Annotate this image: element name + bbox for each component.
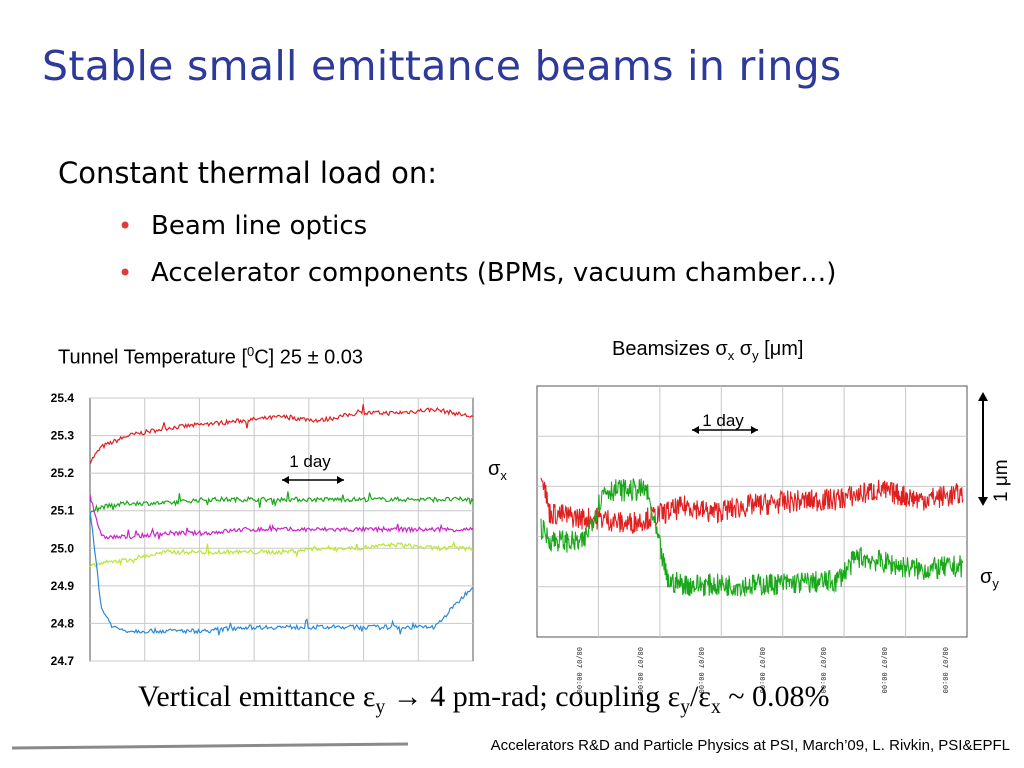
arrow-head-right-icon <box>337 476 344 484</box>
lead-text: Constant thermal load on: <box>58 156 437 190</box>
beamsize-chart: 08/07 00:00 08/07 00:00 08/07 00:00 08/07 0… <box>536 385 1012 693</box>
bullet-text: Beam line optics <box>151 211 368 241</box>
bullet-dot-icon: • <box>118 212 133 240</box>
y-tick-label: 25.1 <box>51 504 75 518</box>
footer-text: Accelerators R&D and Particle Physics at… <box>490 737 1010 754</box>
arrow-head-left-icon <box>282 476 289 484</box>
arrow-head-right-icon <box>751 426 758 434</box>
beamsize-series-line <box>540 478 964 598</box>
scale-label: 1 μm <box>991 459 1012 502</box>
temperature-series-line <box>89 510 474 636</box>
x-tick-label: 08/07 00:00 <box>758 647 766 693</box>
x-tick-label: 08/07 00:00 <box>575 647 583 693</box>
y-tick-label: 24.9 <box>51 579 75 593</box>
slide-title: Stable small emittance beams in rings <box>42 42 842 90</box>
x-tick-label: 08/07 00:00 <box>819 647 827 693</box>
one-day-label: 1 day <box>702 411 744 430</box>
x-tick-label: 08/07 00:00 <box>880 647 888 693</box>
y-tick-label: 25.4 <box>51 391 75 405</box>
y-tick-label: 24.8 <box>51 616 75 630</box>
temperature-series-line <box>89 491 474 515</box>
arrow-head-down-icon <box>978 497 988 506</box>
bullet-text: Accelerator components (BPMs, vacuum cha… <box>151 258 837 288</box>
x-tick-label: 08/07 00:00 <box>697 647 705 693</box>
y-tick-label: 25.0 <box>51 541 75 555</box>
arrow-head-left-icon <box>692 426 699 434</box>
x-tick-label: 08/07 00:00 <box>941 647 949 693</box>
sigma-x-label: σx <box>488 458 507 483</box>
bullet-item: • Accelerator components (BPMs, vacuum ch… <box>118 250 836 297</box>
x-tick-label: 08/07 00:00 <box>636 647 644 693</box>
temperature-series-line <box>89 540 474 569</box>
plot-frame <box>536 385 968 638</box>
bullet-dot-icon: • <box>118 259 133 287</box>
temperature-series-line <box>89 493 474 540</box>
temperature-chart: 25.4 25.3 25.2 25.1 25.0 24.9 24.8 24.7 1 day <box>51 391 474 668</box>
bullet-list: • Beam line optics • Accelerator component… <box>118 203 836 297</box>
beamsize-series-line <box>540 477 964 534</box>
arrow-head-up-icon <box>978 392 988 401</box>
y-tick-label: 25.3 <box>51 429 75 443</box>
bullet-item: • Beam line optics <box>118 203 836 250</box>
beamsize-chart-title: Beamsizes σx σy [μm] <box>612 338 804 363</box>
y-tick-label: 25.2 <box>51 466 75 480</box>
one-day-label: 1 day <box>289 452 331 471</box>
sigma-y-label: σy <box>980 566 999 591</box>
temperature-series-line <box>89 404 474 465</box>
footer-rule <box>11 742 409 750</box>
temperature-chart-title: Tunnel Temperature [0C] 25 ± 0.03 <box>58 344 364 369</box>
y-tick-label: 24.7 <box>51 654 75 668</box>
emittance-statement: Vertical emittance εy → 4 pm-rad; coupli… <box>138 680 830 718</box>
